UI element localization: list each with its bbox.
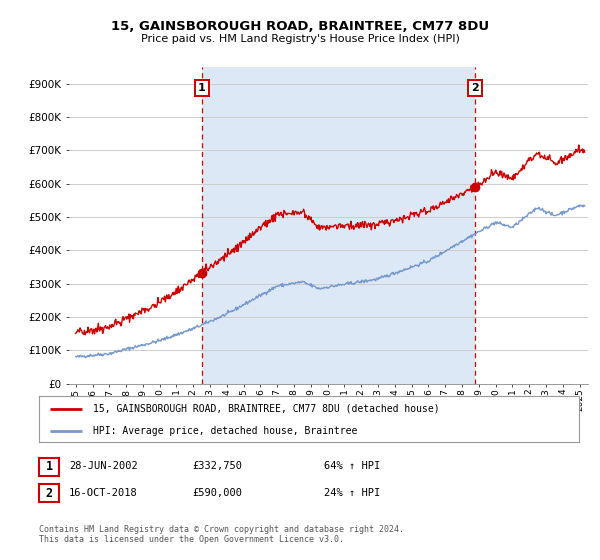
Text: Price paid vs. HM Land Registry's House Price Index (HPI): Price paid vs. HM Land Registry's House … [140,34,460,44]
Text: 1: 1 [197,83,205,93]
Text: 28-JUN-2002: 28-JUN-2002 [69,461,138,472]
Text: HPI: Average price, detached house, Braintree: HPI: Average price, detached house, Brai… [93,426,358,436]
Bar [202,67,475,384]
Text: 16-OCT-2018: 16-OCT-2018 [69,488,138,498]
Text: 15, GAINSBOROUGH ROAD, BRAINTREE, CM77 8DU (detached house): 15, GAINSBOROUGH ROAD, BRAINTREE, CM77 8… [93,404,440,414]
Text: 15, GAINSBOROUGH ROAD, BRAINTREE, CM77 8DU: 15, GAINSBOROUGH ROAD, BRAINTREE, CM77 8… [111,20,489,34]
Text: £590,000: £590,000 [192,488,242,498]
Text: 2: 2 [46,487,53,500]
Text: £332,750: £332,750 [192,461,242,472]
Text: 24% ↑ HPI: 24% ↑ HPI [324,488,380,498]
Text: 2: 2 [472,83,479,93]
Text: 1: 1 [46,460,53,473]
Text: 64% ↑ HPI: 64% ↑ HPI [324,461,380,472]
Text: Contains HM Land Registry data © Crown copyright and database right 2024.
This d: Contains HM Land Registry data © Crown c… [39,525,404,544]
